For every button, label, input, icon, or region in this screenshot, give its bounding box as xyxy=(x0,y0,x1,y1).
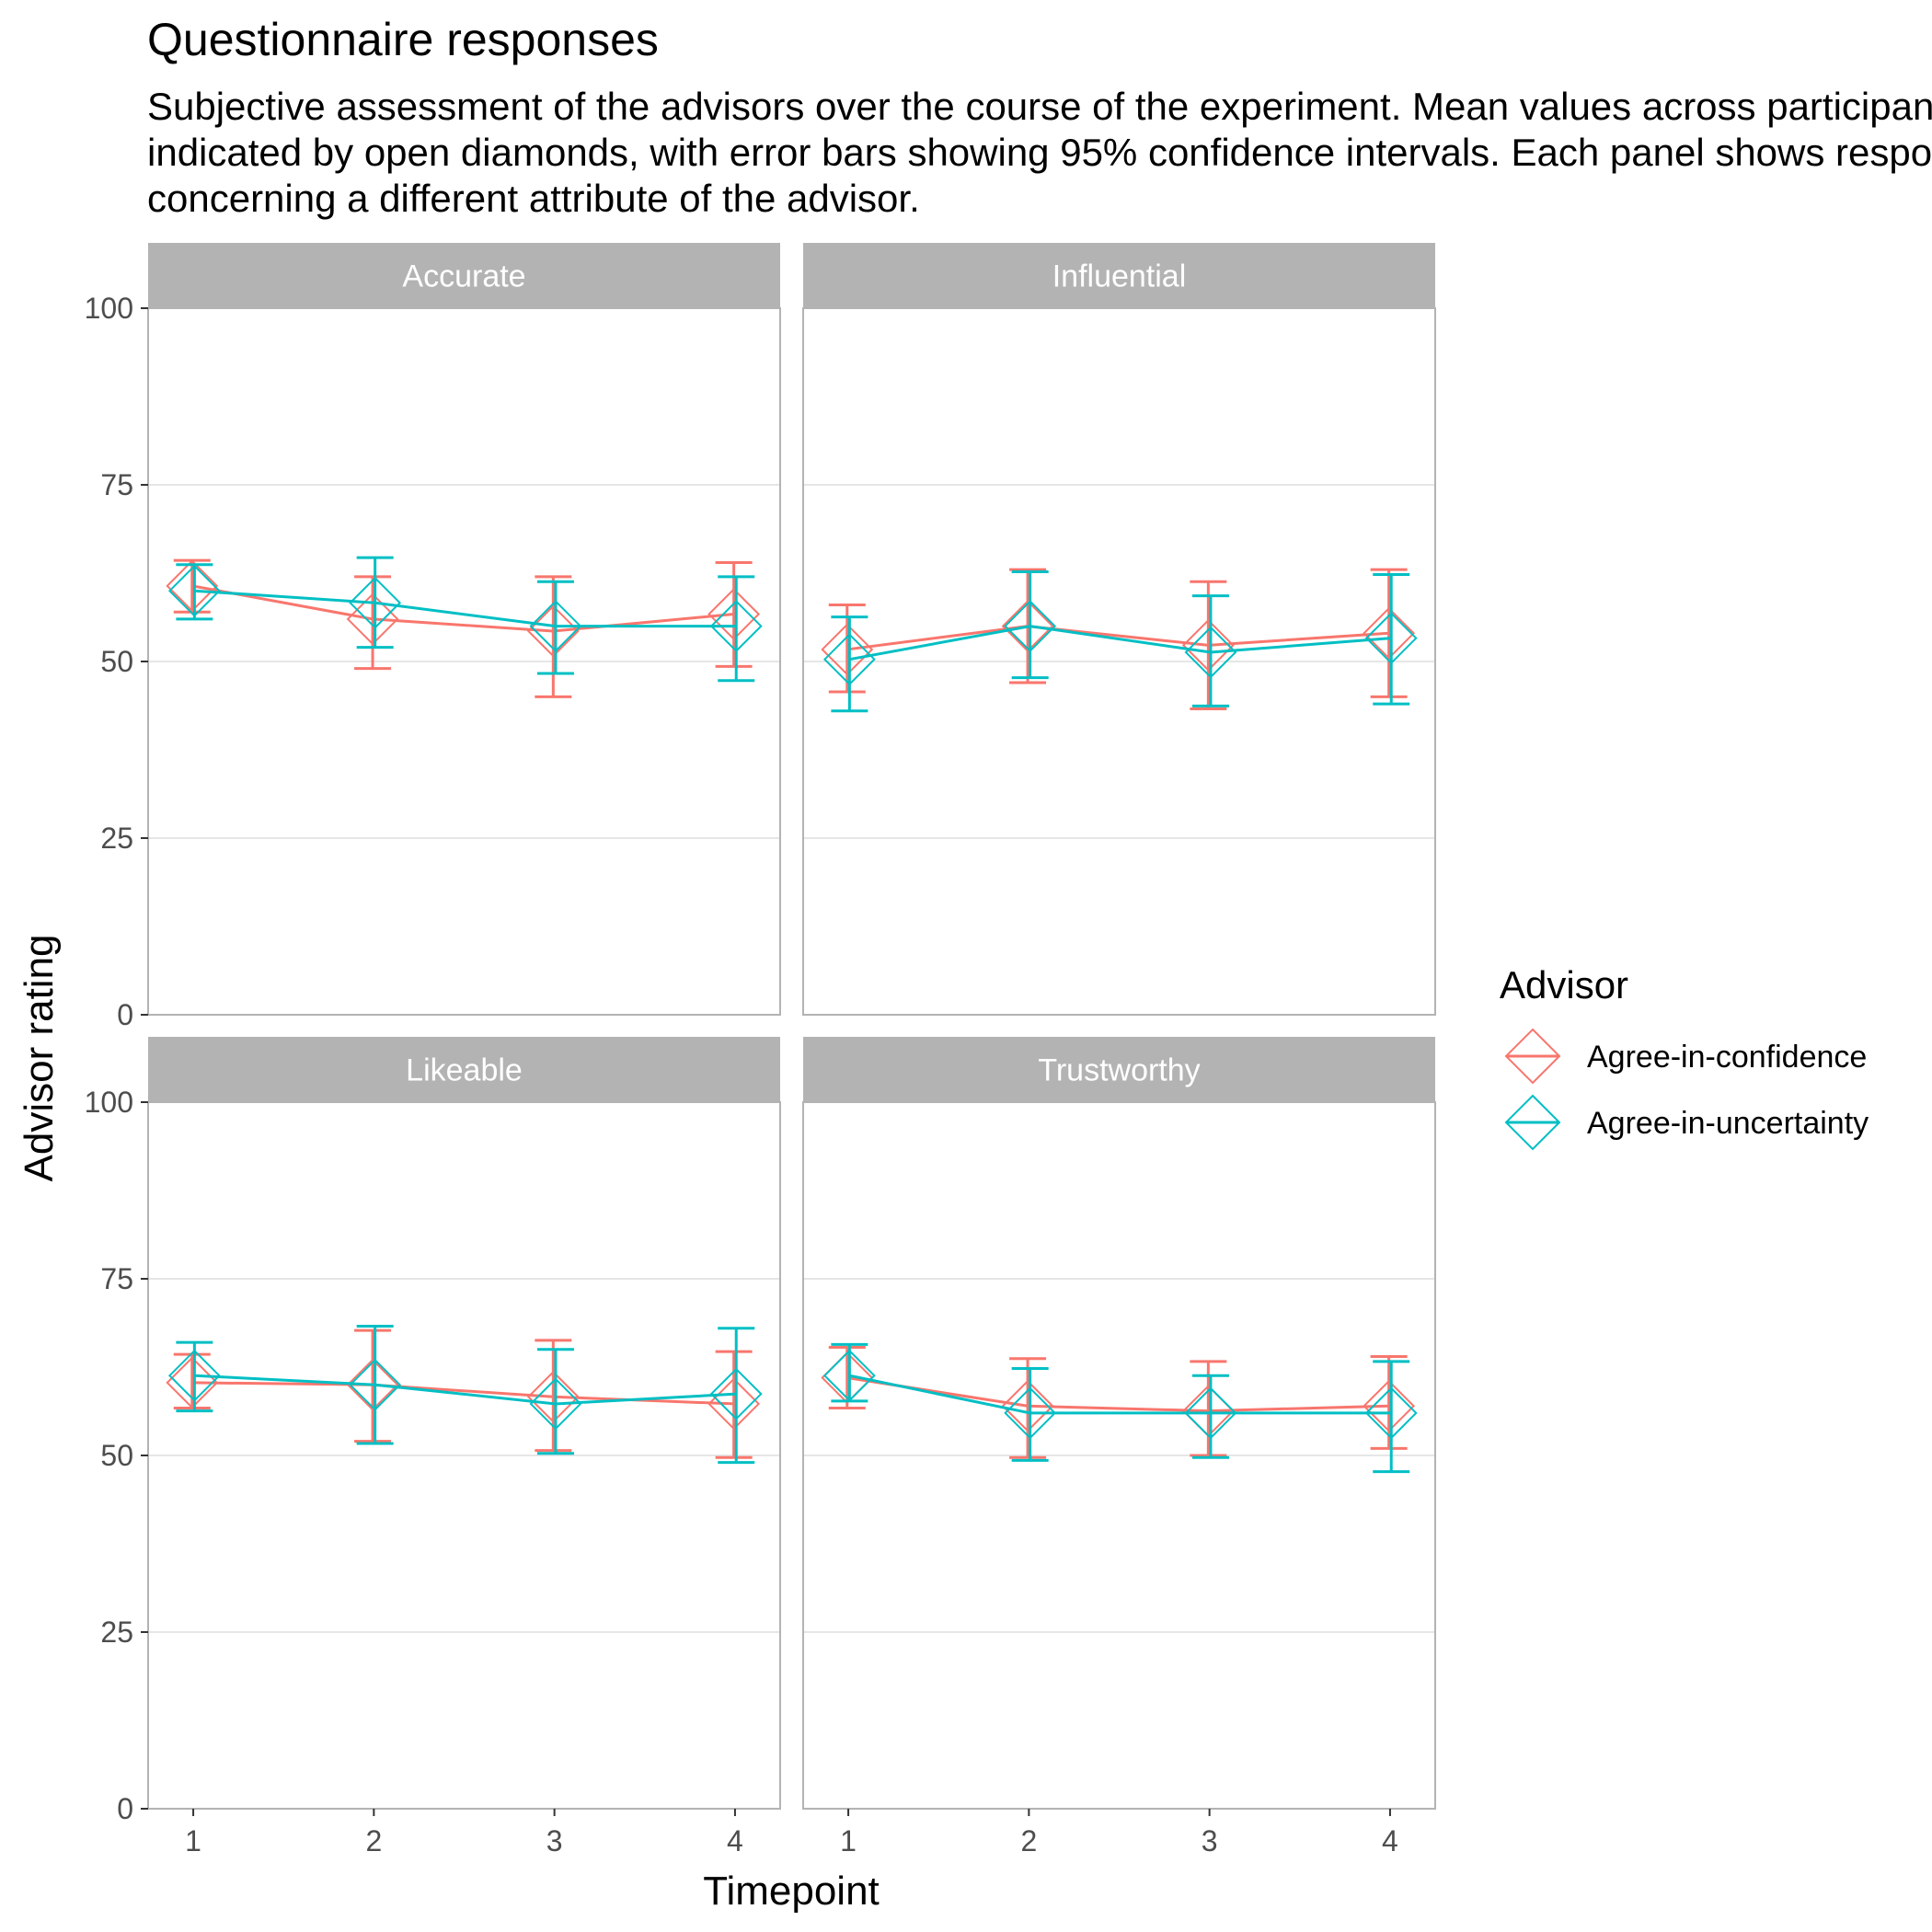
y-tick-label-likeable-75: 75 xyxy=(100,1262,133,1295)
panel-accurate: Accurate 0 25 50 75 100 xyxy=(85,243,781,1031)
series-likeable-agree-in-uncertainty xyxy=(167,1324,763,1465)
series-accurate-agree-in-uncertainty xyxy=(167,556,763,683)
x-tick-label-likeable-3: 3 xyxy=(546,1824,563,1857)
panel-title-trustworthy: Trustworthy xyxy=(1038,1053,1200,1088)
panel-title-accurate: Accurate xyxy=(402,259,525,294)
y-tick-label-likeable-25: 25 xyxy=(100,1616,133,1649)
point-influential-agree-in-confidence-2 xyxy=(1001,600,1054,653)
point-trustworthy-agree-in-uncertainty-4 xyxy=(1364,1386,1418,1440)
series-trustworthy-agree-in-uncertainty xyxy=(822,1342,1418,1474)
x-tick-label-trustworthy-2: 2 xyxy=(1020,1824,1037,1857)
point-accurate-agree-in-confidence-2 xyxy=(346,592,399,646)
point-influential-agree-in-confidence-3 xyxy=(1181,618,1235,672)
chart-subtitle-line-1: Subjective assessment of the advisors ov… xyxy=(147,85,1932,128)
point-likeable-agree-in-uncertainty-4 xyxy=(709,1367,763,1420)
y-tick-label-accurate-0: 0 xyxy=(117,998,133,1031)
series-line-accurate-agree-in-confidence xyxy=(191,584,734,633)
panel-title-likeable: Likeable xyxy=(406,1053,523,1088)
point-accurate-agree-in-confidence-4 xyxy=(707,588,761,640)
point-likeable-agree-in-uncertainty-2 xyxy=(349,1358,402,1411)
point-likeable-agree-in-confidence-1 xyxy=(166,1356,219,1409)
chart-subtitle-line-3: concerning a different attribute of the … xyxy=(147,177,920,220)
point-trustworthy-agree-in-confidence-4 xyxy=(1363,1379,1416,1432)
panel-likeable: Likeable 0 25 50 75 100 1 2 3 4 xyxy=(85,1037,781,1857)
legend-diamond-agree-in-confidence xyxy=(1504,1028,1561,1085)
point-likeable-agree-in-confidence-2 xyxy=(346,1358,399,1411)
x-axis-title: Timepoint xyxy=(703,1869,880,1914)
point-influential-agree-in-confidence-1 xyxy=(821,623,874,676)
y-tick-label-accurate-50: 50 xyxy=(100,645,133,678)
point-accurate-agree-in-uncertainty-4 xyxy=(709,600,763,653)
panel-strip-influential xyxy=(803,243,1435,308)
legend-label-agree-in-confidence: Agree-in-confidence xyxy=(1587,1040,1867,1075)
point-accurate-agree-in-confidence-1 xyxy=(166,559,219,613)
point-accurate-agree-in-uncertainty-1 xyxy=(167,564,221,617)
x-tick-label-likeable-2: 2 xyxy=(365,1824,382,1857)
point-influential-agree-in-uncertainty-2 xyxy=(1004,600,1057,653)
series-line-accurate-agree-in-uncertainty xyxy=(194,589,737,628)
point-influential-agree-in-uncertainty-3 xyxy=(1184,626,1237,679)
x-tick-label-trustworthy-1: 1 xyxy=(840,1824,857,1857)
series-line-influential-agree-in-uncertainty xyxy=(849,625,1392,661)
panel-influential: Influential xyxy=(802,243,1436,1016)
y-tick-label-likeable-50: 50 xyxy=(100,1439,133,1472)
point-likeable-agree-in-confidence-3 xyxy=(526,1370,580,1423)
legend-key-agree-in-confidence: Agree-in-confidence xyxy=(1504,1028,1867,1085)
series-influential-agree-in-confidence xyxy=(821,568,1416,710)
x-tick-label-likeable-4: 4 xyxy=(727,1824,743,1857)
panel-border-influential xyxy=(802,307,1436,1016)
series-line-influential-agree-in-confidence xyxy=(846,625,1389,651)
facet-panels: Accurate0255075100InfluentialLikeable025… xyxy=(85,243,1436,1857)
x-tick-label-trustworthy-3: 3 xyxy=(1202,1824,1218,1857)
series-line-likeable-agree-in-uncertainty xyxy=(194,1374,737,1406)
point-influential-agree-in-confidence-4 xyxy=(1363,606,1416,660)
panel-strip-likeable xyxy=(148,1037,780,1102)
point-trustworthy-agree-in-confidence-2 xyxy=(1001,1379,1054,1432)
point-influential-agree-in-uncertainty-4 xyxy=(1364,612,1418,665)
y-tick-label-accurate-100: 100 xyxy=(85,292,133,325)
series-influential-agree-in-uncertainty xyxy=(822,569,1418,713)
y-tick-label-accurate-25: 25 xyxy=(100,822,133,855)
legend: Advisor Agree-in-confidence Agree-in-unc… xyxy=(1500,963,1869,1151)
panel-trustworthy: Trustworthy 1 2 3 4 xyxy=(802,1037,1436,1857)
y-axis-title: Advisor rating xyxy=(17,934,62,1181)
point-accurate-agree-in-uncertainty-2 xyxy=(349,576,402,629)
chart-title: Questionnaire responses xyxy=(147,14,659,65)
point-trustworthy-agree-in-uncertainty-3 xyxy=(1184,1386,1237,1440)
point-influential-agree-in-uncertainty-1 xyxy=(822,633,876,686)
point-trustworthy-agree-in-uncertainty-2 xyxy=(1004,1386,1057,1440)
series-line-trustworthy-agree-in-confidence xyxy=(846,1376,1389,1413)
panel-strip-trustworthy xyxy=(803,1037,1435,1102)
x-tick-label-trustworthy-4: 4 xyxy=(1382,1824,1398,1857)
panel-title-influential: Influential xyxy=(1052,259,1187,294)
legend-diamond-agree-in-uncertainty xyxy=(1504,1094,1561,1151)
x-tick-label-likeable-1: 1 xyxy=(185,1824,201,1857)
point-likeable-agree-in-uncertainty-3 xyxy=(529,1377,582,1431)
y-tick-label-likeable-0: 0 xyxy=(117,1792,133,1825)
legend-title: Advisor xyxy=(1500,963,1628,1006)
y-tick-label-accurate-75: 75 xyxy=(100,468,133,501)
series-line-trustworthy-agree-in-uncertainty xyxy=(849,1374,1392,1415)
panel-border-trustworthy xyxy=(802,1101,1436,1810)
point-likeable-agree-in-uncertainty-1 xyxy=(167,1349,221,1402)
legend-key-agree-in-uncertainty: Agree-in-uncertainty xyxy=(1504,1094,1869,1151)
chart-subtitle-line-2: indicated by open diamonds, with error b… xyxy=(147,131,1932,174)
legend-label-agree-in-uncertainty: Agree-in-uncertainty xyxy=(1587,1106,1869,1141)
point-accurate-agree-in-uncertainty-3 xyxy=(529,600,582,653)
y-tick-label-likeable-100: 100 xyxy=(85,1086,133,1119)
point-trustworthy-agree-in-uncertainty-1 xyxy=(822,1349,876,1402)
panel-strip-accurate xyxy=(148,243,780,308)
